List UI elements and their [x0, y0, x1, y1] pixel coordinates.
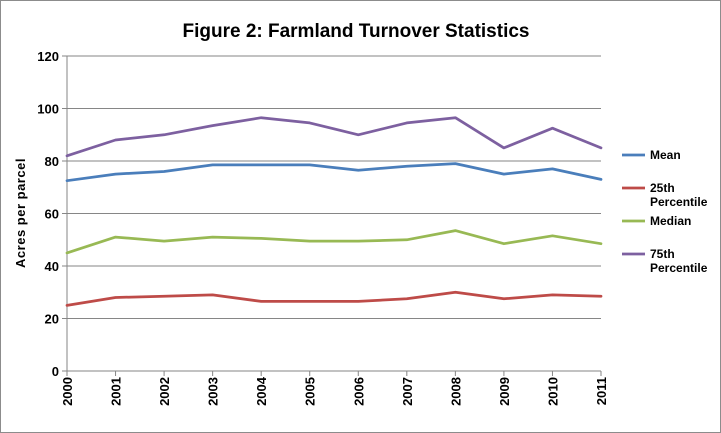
series-lines — [65, 116, 603, 307]
x-tick-label-2000: 2000 — [60, 377, 75, 406]
series-line-mean — [65, 162, 603, 183]
y-tick-label-40: 40 — [45, 259, 59, 274]
legend-label-75th-percentile: 75th Percentile — [650, 247, 708, 275]
chart-title: Figure 2: Farmland Turnover Statistics — [182, 21, 529, 42]
y-tick-label-0: 0 — [52, 364, 59, 379]
series-line-75th-percentile — [65, 116, 603, 158]
series-line-median — [65, 229, 603, 255]
x-tick-label-2007: 2007 — [400, 377, 415, 406]
legend: Mean 25th Percentile Median 75th Percentile — [622, 148, 708, 275]
axes: 0 20 40 60 80 100 120 2000 2001 2002 2003 2004 2005 2… — [37, 49, 609, 406]
x-tick-label-2003: 2003 — [206, 377, 221, 406]
x-tick-label-2008: 2008 — [448, 377, 463, 406]
y-tick-label-80: 80 — [45, 154, 59, 169]
x-tick-label-2002: 2002 — [157, 377, 172, 406]
y-tick-label-120: 120 — [37, 49, 59, 64]
series-line-25th-percentile — [65, 290, 603, 307]
legend-label-mean: Mean — [650, 148, 681, 162]
x-tick-label-2009: 2009 — [497, 377, 512, 406]
y-tick-label-60: 60 — [45, 207, 59, 222]
x-tick-label-2004: 2004 — [254, 376, 269, 406]
legend-label-median: Median — [650, 214, 691, 228]
x-tick-label-2011: 2011 — [594, 377, 609, 405]
x-tick-label-2006: 2006 — [351, 377, 366, 406]
legend-label-25th-percentile: 25th Percentile — [650, 181, 708, 209]
x-tick-label-2001: 2001 — [109, 377, 124, 406]
y-tick-label-100: 100 — [37, 102, 59, 117]
y-tick-label-20: 20 — [45, 312, 59, 327]
x-tick-label-2005: 2005 — [303, 377, 318, 406]
gridlines — [67, 55, 601, 319]
x-tick-label-2010: 2010 — [545, 377, 560, 406]
y-axis-label: Acres per parcel — [13, 158, 28, 268]
